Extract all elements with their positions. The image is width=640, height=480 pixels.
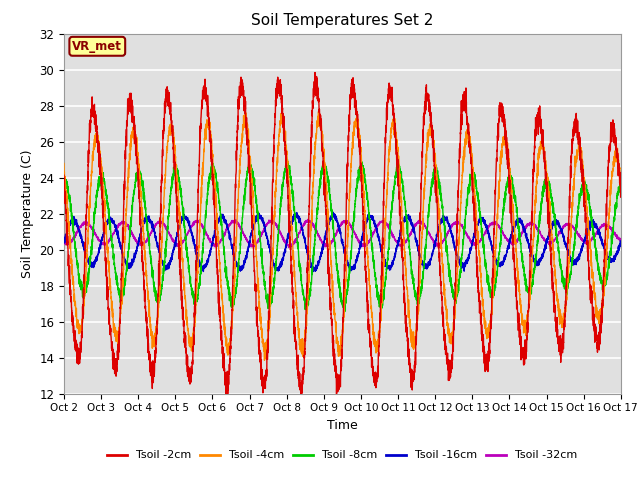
Tsoil -2cm xyxy=(617,190,625,196)
Line: Tsoil -32cm: Tsoil -32cm xyxy=(64,219,621,248)
Tsoil -8cm xyxy=(499,207,507,213)
Legend: Tsoil -2cm, Tsoil -4cm, Tsoil -8cm, Tsoil -16cm, Tsoil -32cm: Tsoil -2cm, Tsoil -4cm, Tsoil -8cm, Tsoi… xyxy=(103,446,582,465)
Tsoil -32cm xyxy=(617,239,625,245)
Tsoil -4cm xyxy=(160,194,168,200)
Tsoil -32cm xyxy=(436,241,444,247)
Tsoil -4cm xyxy=(260,357,268,363)
Tsoil -16cm xyxy=(330,209,337,215)
Line: Tsoil -2cm: Tsoil -2cm xyxy=(64,72,621,396)
Tsoil -32cm xyxy=(322,243,330,249)
Tsoil -4cm xyxy=(322,178,330,184)
Tsoil -32cm xyxy=(285,245,292,251)
Y-axis label: Soil Temperature (C): Soil Temperature (C) xyxy=(20,149,34,278)
Line: Tsoil -8cm: Tsoil -8cm xyxy=(64,159,621,312)
Tsoil -4cm xyxy=(617,173,625,179)
Tsoil -4cm xyxy=(616,172,624,178)
Tsoil -2cm xyxy=(322,208,330,214)
Tsoil -8cm xyxy=(341,309,349,314)
Tsoil -16cm xyxy=(310,269,317,275)
Tsoil -16cm xyxy=(617,240,625,246)
Tsoil -2cm xyxy=(60,172,68,178)
Tsoil -32cm xyxy=(468,241,476,247)
Tsoil -4cm xyxy=(60,161,68,167)
Tsoil -8cm xyxy=(436,186,444,192)
Tsoil -8cm xyxy=(322,165,330,171)
Tsoil -2cm xyxy=(468,157,476,163)
X-axis label: Time: Time xyxy=(327,419,358,432)
Tsoil -16cm xyxy=(436,221,444,227)
Tsoil -32cm xyxy=(616,236,624,241)
Tsoil -8cm xyxy=(283,156,291,162)
Tsoil -2cm xyxy=(160,117,168,122)
Tsoil -2cm xyxy=(499,108,507,114)
Tsoil -8cm xyxy=(616,184,624,190)
Tsoil -32cm xyxy=(304,216,312,222)
Tsoil -32cm xyxy=(160,221,168,227)
Tsoil -16cm xyxy=(616,241,624,247)
Tsoil -4cm xyxy=(315,108,323,114)
Tsoil -16cm xyxy=(499,262,507,267)
Tsoil -4cm xyxy=(436,235,444,240)
Tsoil -2cm xyxy=(616,184,624,190)
Tsoil -2cm xyxy=(297,393,305,399)
Tsoil -8cm xyxy=(160,266,168,272)
Line: Tsoil -16cm: Tsoil -16cm xyxy=(64,212,621,272)
Tsoil -32cm xyxy=(60,239,68,244)
Tsoil -4cm xyxy=(499,137,507,143)
Tsoil -16cm xyxy=(322,232,330,238)
Tsoil -8cm xyxy=(60,173,68,179)
Tsoil -8cm xyxy=(617,186,625,192)
Tsoil -16cm xyxy=(60,240,68,245)
Tsoil -2cm xyxy=(436,282,444,288)
Tsoil -2cm xyxy=(311,70,319,75)
Title: Soil Temperatures Set 2: Soil Temperatures Set 2 xyxy=(252,13,433,28)
Tsoil -4cm xyxy=(468,152,476,157)
Tsoil -32cm xyxy=(499,230,507,236)
Tsoil -16cm xyxy=(160,264,168,270)
Text: VR_met: VR_met xyxy=(72,40,122,53)
Tsoil -8cm xyxy=(468,175,476,180)
Tsoil -16cm xyxy=(468,246,476,252)
Line: Tsoil -4cm: Tsoil -4cm xyxy=(64,111,621,360)
